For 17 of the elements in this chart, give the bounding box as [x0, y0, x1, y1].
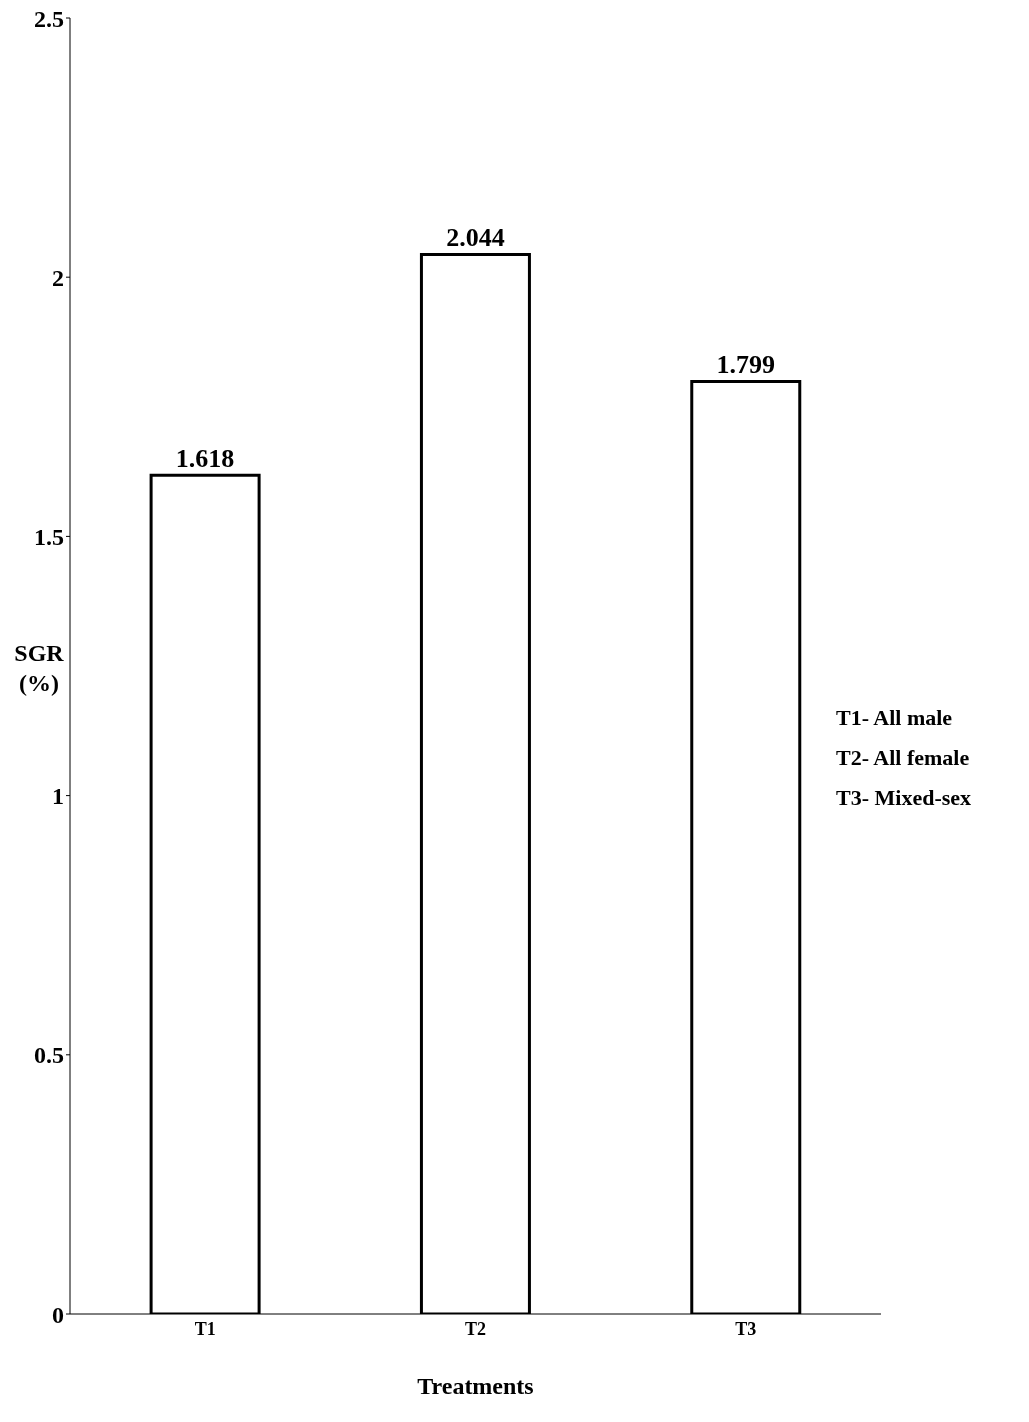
x-tick-label: T2	[464, 1318, 487, 1339]
annotation: T3- Mixed-sex	[836, 784, 972, 812]
x-tick-label: T3	[735, 1318, 757, 1339]
annotation: T1- All male	[836, 704, 954, 732]
y-tick-label: 2	[52, 264, 64, 291]
y-tick-label: 1.5	[34, 523, 64, 550]
data-label: 1.799	[716, 350, 776, 380]
x-axis-title: Treatments	[417, 1373, 534, 1399]
y-tick-label: 0	[52, 1301, 64, 1328]
y-axis-title: SGR (%)	[13, 639, 65, 698]
y-tick-label: 1	[52, 783, 64, 810]
data-label: 2.044	[446, 223, 505, 253]
y-tick-label: 2.5	[34, 5, 64, 32]
y-tick-label: 0.5	[34, 1042, 64, 1069]
data-label: 1.618	[175, 444, 235, 474]
x-tick-label: T1	[194, 1318, 216, 1339]
annotation: T2- All female	[836, 744, 971, 772]
